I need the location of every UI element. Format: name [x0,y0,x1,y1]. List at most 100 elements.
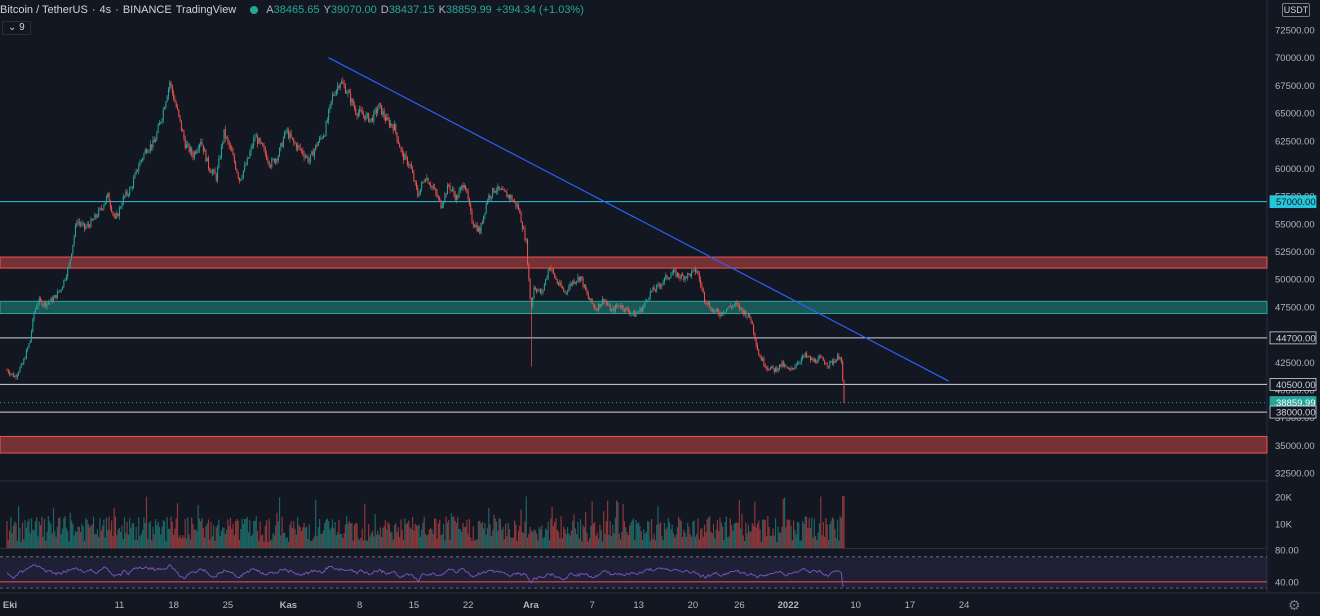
candle-body [625,307,627,312]
volume-bar [473,540,476,548]
candle-body [474,225,476,228]
volume-bar [453,516,455,548]
volume-bar [809,527,812,548]
volume-bar [179,535,181,548]
candle-body [453,189,455,195]
volume-bar [346,516,348,548]
volume-bar [352,540,354,548]
volume-bar [479,520,481,548]
volume-bar [233,535,235,548]
volume-bar [703,524,706,548]
candle-body [834,361,836,363]
volume-bar [307,538,309,548]
candle-body [630,313,632,315]
volume-bar [390,531,392,548]
volume-bar [450,513,452,548]
volume-bar [315,499,317,548]
volume-bar [772,528,774,548]
volume-bar [121,525,123,548]
volume-bar [185,538,188,548]
candle-body [704,292,705,301]
volume-bar [587,541,589,548]
candle-body [581,276,583,279]
currency-button[interactable]: USDT [1282,3,1310,17]
volume-bar [12,525,15,548]
candle-body [608,304,610,306]
interval-label[interactable]: 4s [99,4,112,16]
volume-bar [418,524,420,548]
candle-body [276,158,278,161]
volume-bar [782,498,784,548]
time-tick-label: 18 [168,600,179,611]
candle-body [808,356,810,358]
candle-body [307,156,309,162]
volume-bar [236,519,238,548]
candle-body [607,303,609,306]
volume-bar [504,523,507,548]
candle-body [124,196,126,197]
volume-bar [55,536,57,548]
volume-bar [830,520,832,548]
volume-bar [561,538,564,548]
candle-body [617,305,619,307]
candle-body [439,197,441,201]
volume-bar [727,536,729,548]
volume-bar [245,518,247,548]
candle-body [639,308,641,312]
candle-body [487,200,488,204]
volume-bar [14,521,16,548]
volume-bar [415,525,418,548]
candle-body [399,143,401,148]
volume-bar [299,527,301,548]
volume-bar [387,521,389,548]
open-label: A [266,4,274,16]
gear-icon[interactable]: ⚙ [1288,597,1301,613]
volume-bar [91,524,93,548]
volume-bar [388,523,390,548]
candle-body [198,144,200,149]
volume-bar [647,521,649,548]
time-tick-label: 24 [959,600,970,611]
volume-bar [78,526,80,548]
volume-bar [98,536,100,548]
candle-body [431,186,433,188]
candle-body [813,359,815,362]
volume-bar [560,516,562,548]
candle-body [149,144,151,151]
volume-bar [356,523,358,548]
volume-bar [68,541,70,548]
candle-body [678,272,680,277]
candle-body [600,304,602,307]
volume-bar [733,523,735,548]
volume-bar [216,524,219,548]
volume-bar [397,527,399,548]
volume-bar [433,518,436,548]
volume-bar [714,538,716,548]
volume-bar [470,537,472,548]
candle-body [397,139,399,144]
candle-body [809,356,811,360]
volume-bar [149,520,151,548]
candle-body [685,276,687,278]
candle-body [666,275,668,279]
volume-bar [604,533,606,548]
candle-body [91,219,93,221]
volume-bar [543,536,545,548]
indicator-toggle[interactable]: ⌄ 9 [2,21,31,35]
trendline [328,57,949,382]
symbol-title[interactable]: Bitcoin / TetherUS [0,4,88,16]
volume-bar [838,540,840,548]
candle-body [288,130,290,139]
candle-body [196,150,198,154]
volume-bar [574,528,576,548]
candle-body [541,291,543,293]
chevron-down-icon: ⌄ [8,22,17,33]
candle-body [241,176,243,180]
volume-bar [289,525,291,548]
candle-body [778,364,780,369]
time-tick-label: 25 [223,600,234,611]
volume-bar [313,535,316,548]
volume-bar [537,540,539,548]
candle-body [236,169,238,173]
